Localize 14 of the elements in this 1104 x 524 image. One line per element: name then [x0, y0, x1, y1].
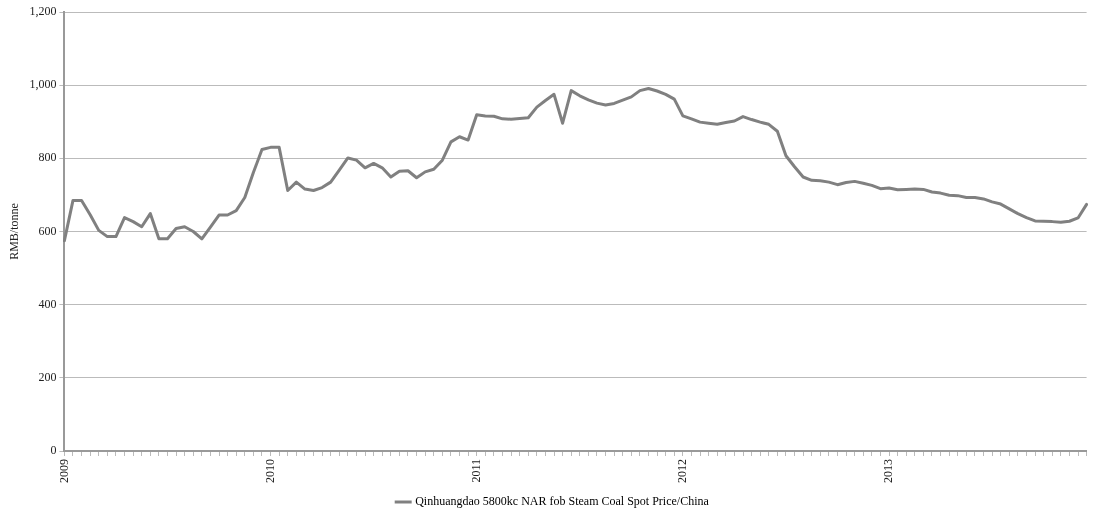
y-tick-label: 1,200 — [29, 4, 57, 19]
x-tick-label: 2012 — [675, 459, 690, 483]
y-tick-label: 1,000 — [29, 77, 57, 92]
y-axis-title: RMB/tonne — [7, 203, 22, 260]
y-tick-label: 400 — [38, 296, 57, 311]
y-tick-label: 0 — [50, 443, 57, 458]
y-tick-label: 600 — [38, 223, 57, 238]
legend-label: Qinhuangdao 5800kc NAR fob Steam Coal Spot Price/China — [415, 494, 710, 509]
y-tick-label: 200 — [38, 369, 57, 384]
x-tick-label: 2011 — [468, 459, 483, 483]
x-tick-label: 2009 — [56, 459, 71, 483]
x-tick-label: 2013 — [881, 459, 896, 483]
x-tick-label: 2010 — [262, 459, 277, 483]
y-tick-label: 800 — [38, 150, 57, 165]
